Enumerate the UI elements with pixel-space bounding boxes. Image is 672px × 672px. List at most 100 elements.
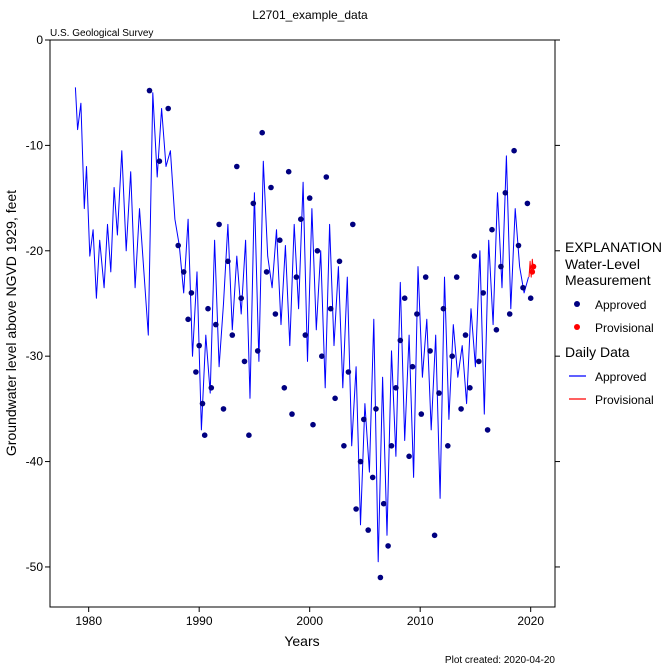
x-axis: 1980 1990 2000 2010 2020 [75,607,544,628]
wl-approved-point-34 [302,332,309,338]
wl-approved-point-28 [277,237,283,243]
wl-approved-point-27 [272,311,279,317]
wl-approved-point-64 [427,348,433,354]
wl-approved-point-49 [365,527,372,533]
wl-approved-point-63 [422,274,429,280]
legend: EXPLANATION Water-Level Measurement Appr… [565,239,662,407]
wl-approved-point-32 [293,274,300,280]
wl-approved-point-38 [319,353,325,360]
wl-approved-point-74 [471,253,478,259]
wl-approved-point-71 [458,406,464,412]
wl-approved-point-84 [515,242,522,249]
wl-approved-point-33 [298,216,304,222]
wl-approved-point-52 [377,574,384,581]
wl-approved-point-12 [208,385,215,391]
wl-approved-point-41 [332,395,338,402]
wl-approved-point-50 [369,474,376,481]
wl-approved-point-77 [484,427,491,433]
wl-approved-point-11 [205,305,211,312]
wl-approved-point-8 [196,342,202,349]
wl-approved-point-20 [241,358,248,365]
wl-approved-point-75 [476,358,482,365]
wl-approved-point-6 [188,290,195,296]
wl-approved-point-82 [506,311,513,317]
plot-created-footer: Plot created: 2020-04-20 [445,655,556,666]
wl-approved-point-45 [350,221,356,228]
wl-approved-point-79 [493,327,500,333]
source-label: U.S. Geological Survey [50,28,153,39]
wl-approved-point-14 [216,221,222,228]
plot-area-frame [49,39,556,608]
wl-approved-point-36 [310,421,316,428]
x-axis-label: Years [284,633,319,649]
wl-approved-point-9 [199,400,206,407]
wl-approved-point-2 [165,105,171,112]
wl-approved-point-0 [146,87,153,94]
wl-approved-point-7 [193,369,199,375]
y-tick-label-4: -40 [26,455,44,469]
wl-approved-point-30 [285,168,292,175]
wl-approved-point-85 [520,284,526,291]
wl-approved-point-22 [250,200,257,207]
wl-approved-point-19 [238,295,244,302]
wl-approved-point-47 [357,458,364,465]
wl-approved-point-44 [345,369,352,375]
y-axis: 0 -10 -20 -30 -40 -50 [26,33,560,574]
legend-daily-provisional-label: Provisional [595,393,654,407]
wl-approved-point-60 [409,363,416,370]
wl-approved-point-23 [254,348,261,354]
wl-approved-point-58 [401,295,408,302]
x-tick-label-3: 2010 [407,614,434,628]
wl-approved-point-17 [229,332,236,338]
wl-approved-point-57 [397,337,404,344]
wl-approved-point-16 [225,258,231,265]
legend-wl-provisional-label: Provisional [595,321,654,335]
daily-provisional-line [528,258,534,278]
wl-approved-point-53 [380,500,387,507]
x-tick-label-0: 1980 [75,614,102,628]
legend-daily-approved-label: Approved [595,370,646,384]
wl-approved-point-65 [431,532,438,539]
wl-approved-point-29 [281,385,288,391]
legend-wl-provisional-marker [574,324,580,330]
wl-approved-point-54 [385,543,391,549]
wl-approved-point-80 [498,263,504,270]
wl-provisional-point-1 [530,263,537,270]
wl-approved-point-46 [353,506,359,512]
wl-approved-point-69 [449,353,456,360]
wl-approved-point-25 [263,269,270,275]
wl-approved-point-70 [453,274,460,280]
x-tick-label-2: 2000 [296,614,323,628]
wl-approved-point-1 [156,158,163,164]
y-axis-label: Groundwater level above NGVD 1929, feet [3,190,19,456]
x-tick-label-1: 1990 [186,614,213,628]
wl-approved-point-15 [220,406,227,412]
wl-approved-point-39 [323,174,330,180]
legend-title: EXPLANATION [565,239,662,255]
wl-approved-point-59 [406,453,412,460]
wl-approved-point-5 [185,316,191,323]
wl-approved-point-56 [393,385,399,391]
y-tick-label-0: 0 [36,33,43,47]
legend-wl-header-1: Water-Level [565,256,640,272]
wl-approved-point-48 [361,416,367,423]
wl-approved-point-62 [418,411,425,417]
wl-approved-point-26 [268,184,274,191]
wl-approved-point-13 [213,321,219,328]
wl-approved-point-68 [445,443,451,449]
wl-approved-point-40 [327,305,334,312]
daily-approved-line [74,87,529,563]
y-tick-label-1: -10 [26,138,44,152]
wl-approved-point-61 [414,311,420,317]
wl-approved-point-76 [480,290,487,296]
x-tick-label-4: 2020 [517,614,544,628]
wl-approved-point-87 [527,295,534,302]
legend-wl-approved-marker [574,301,580,307]
wl-approved-point-31 [289,411,295,417]
chart-title: L2701_example_data [252,8,368,22]
series-layer [74,87,537,581]
wl-approved-point-55 [388,443,395,449]
wl-approved-point-42 [336,258,343,265]
wl-approved-point-51 [373,406,379,412]
